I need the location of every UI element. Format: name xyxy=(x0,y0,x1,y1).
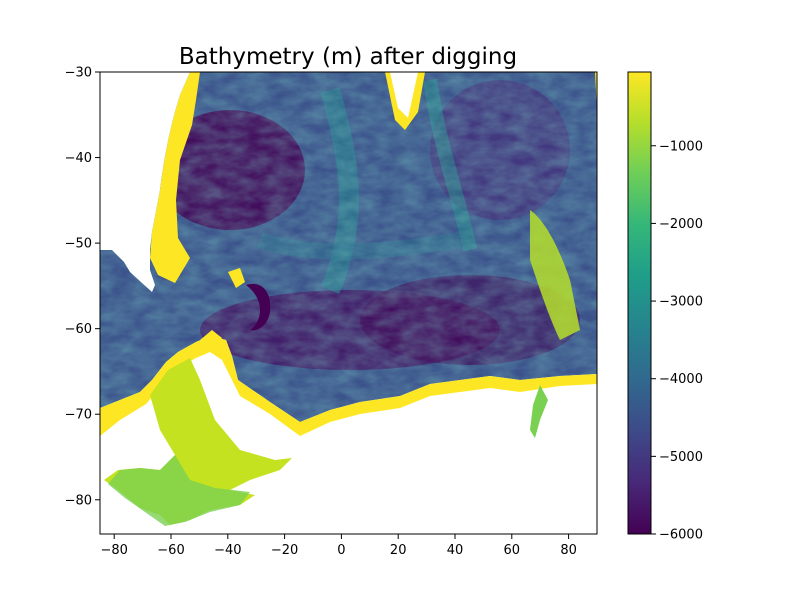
x-tick-label: 80 xyxy=(560,543,577,558)
amery-ice-shelf xyxy=(530,385,548,438)
antarctic-coastal-shelf xyxy=(100,336,597,436)
south-orkney-islands xyxy=(200,330,222,352)
filchner-ronne-ice xyxy=(108,455,250,526)
x-axis: −80 −60 −40 −20 0 20 40 60 80 xyxy=(100,534,577,558)
colorbar-tick-label: −4000 xyxy=(659,372,703,387)
x-tick-label: 20 xyxy=(390,543,407,558)
colorbar xyxy=(627,71,652,535)
colorbar-tick-label: −5000 xyxy=(659,450,703,465)
colorbar-tick-label: −2000 xyxy=(659,217,703,232)
y-axis: −30 −40 −50 −60 −70 −80 xyxy=(65,66,100,508)
south-america-land xyxy=(100,72,190,250)
x-tick-label: −40 xyxy=(214,543,241,558)
x-tick-label: −20 xyxy=(271,543,298,558)
south-georgia-island xyxy=(228,268,245,288)
x-tick-label: 60 xyxy=(504,543,521,558)
colorbar-tick-label: −1000 xyxy=(659,139,703,154)
chart-title: Bathymetry (m) after digging xyxy=(179,44,517,70)
south-sandwich-trench xyxy=(246,283,271,331)
colorbar-tick-label: −3000 xyxy=(659,295,703,310)
colorbar-axis: −1000 −2000 −3000 −4000 −5000 −6000 xyxy=(651,139,703,543)
y-tick-label: −50 xyxy=(65,237,92,252)
x-tick-label: −80 xyxy=(100,543,127,558)
y-tick-label: −60 xyxy=(65,322,92,337)
y-tick-label: −80 xyxy=(65,493,92,508)
patagonia-land xyxy=(100,250,155,292)
y-tick-label: −40 xyxy=(65,151,92,166)
x-tick-label: 0 xyxy=(337,543,345,558)
bathymetry-map xyxy=(100,72,597,534)
africa-land xyxy=(390,72,418,118)
south-america-shelf xyxy=(150,72,200,283)
y-tick-label: −70 xyxy=(65,408,92,423)
colorbar-tick-label: −6000 xyxy=(659,528,703,543)
x-tick-label: 40 xyxy=(447,543,464,558)
axes-frame xyxy=(99,71,598,535)
x-tick-label: −60 xyxy=(157,543,184,558)
kerguelen-plateau xyxy=(530,210,580,340)
y-tick-label: −30 xyxy=(65,66,92,81)
